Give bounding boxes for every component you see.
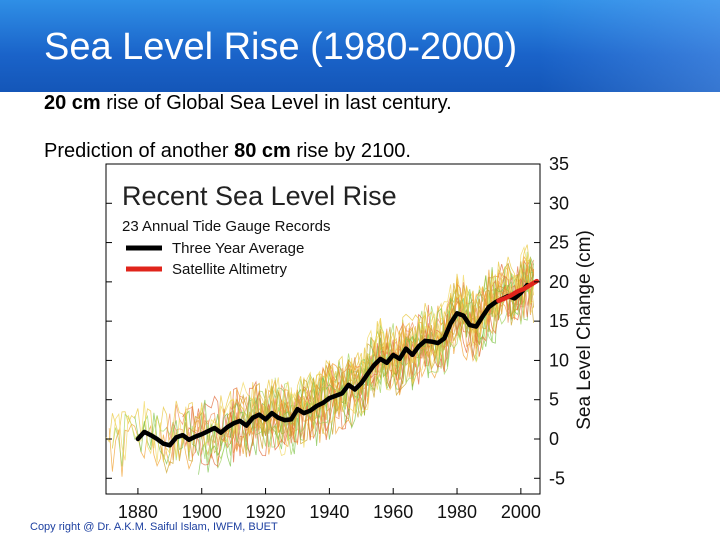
x-tick-label: 1920 [246,502,286,522]
gauge-record-line [182,256,534,453]
y-tick-label: -5 [549,468,565,488]
y-tick-label: 25 [549,233,569,253]
legend-header: 23 Annual Tide Gauge Records [122,218,330,235]
x-axis-ticks: 1880 1900 1920 1940 1960 1980 2000 [118,488,541,522]
x-tick-label: 1940 [309,502,349,522]
bullet-prediction-text: rise by 2100. [290,140,411,162]
three-year-average-line [135,282,530,448]
title-bar-sheen [540,0,720,92]
bullet-prediction-prefix: Prediction of another [44,140,235,162]
y-axis-label: Sea Level Change (cm) [574,230,595,430]
y-tick-label: 30 [549,193,569,213]
y-axis-ticks: -5 0 5 10 15 20 25 30 35 [106,154,569,488]
title-bar: Sea Level Rise (1980-2000) [0,0,720,92]
legend-three-year-average: Three Year Average [172,240,304,257]
bullet-global-rise-amount: 20 cm [44,92,101,114]
bullet-prediction-amount: 80 cm [234,140,291,162]
x-tick-label: 1980 [437,502,477,522]
y-tick-label: 5 [549,390,559,410]
x-tick-label: 1900 [182,502,222,522]
bullet-global-rise: 20 cm rise of Global Sea Level in last c… [44,92,452,115]
x-tick-label: 2000 [501,502,541,522]
gauge-record-line [290,244,534,421]
y-tick-label: 10 [549,350,569,370]
bullet-global-rise-text: rise of Global Sea Level in last century… [100,92,452,114]
slide-title: Sea Level Rise (1980-2000) [44,26,518,68]
y-tick-label: 0 [549,429,559,449]
y-tick-label: 35 [549,154,569,174]
satellite-altimetry-line [496,278,540,303]
x-tick-label: 1960 [373,502,413,522]
chart-title: Recent Sea Level Rise [122,181,397,211]
bullet-prediction: Prediction of another 80 cm rise by 2100… [44,140,411,163]
gauge-record-line [201,274,534,469]
gauge-record-line [233,261,534,436]
series-group [135,278,540,448]
gauge-record-line [134,260,534,465]
copyright-text: Copy right @ Dr. A.K.M. Saiful Islam, IW… [30,521,278,533]
legend-satellite-altimetry: Satellite Altimetry [172,261,288,278]
y-tick-label: 20 [549,272,569,292]
x-tick-label: 1880 [118,502,158,522]
y-tick-label: 15 [549,311,569,331]
